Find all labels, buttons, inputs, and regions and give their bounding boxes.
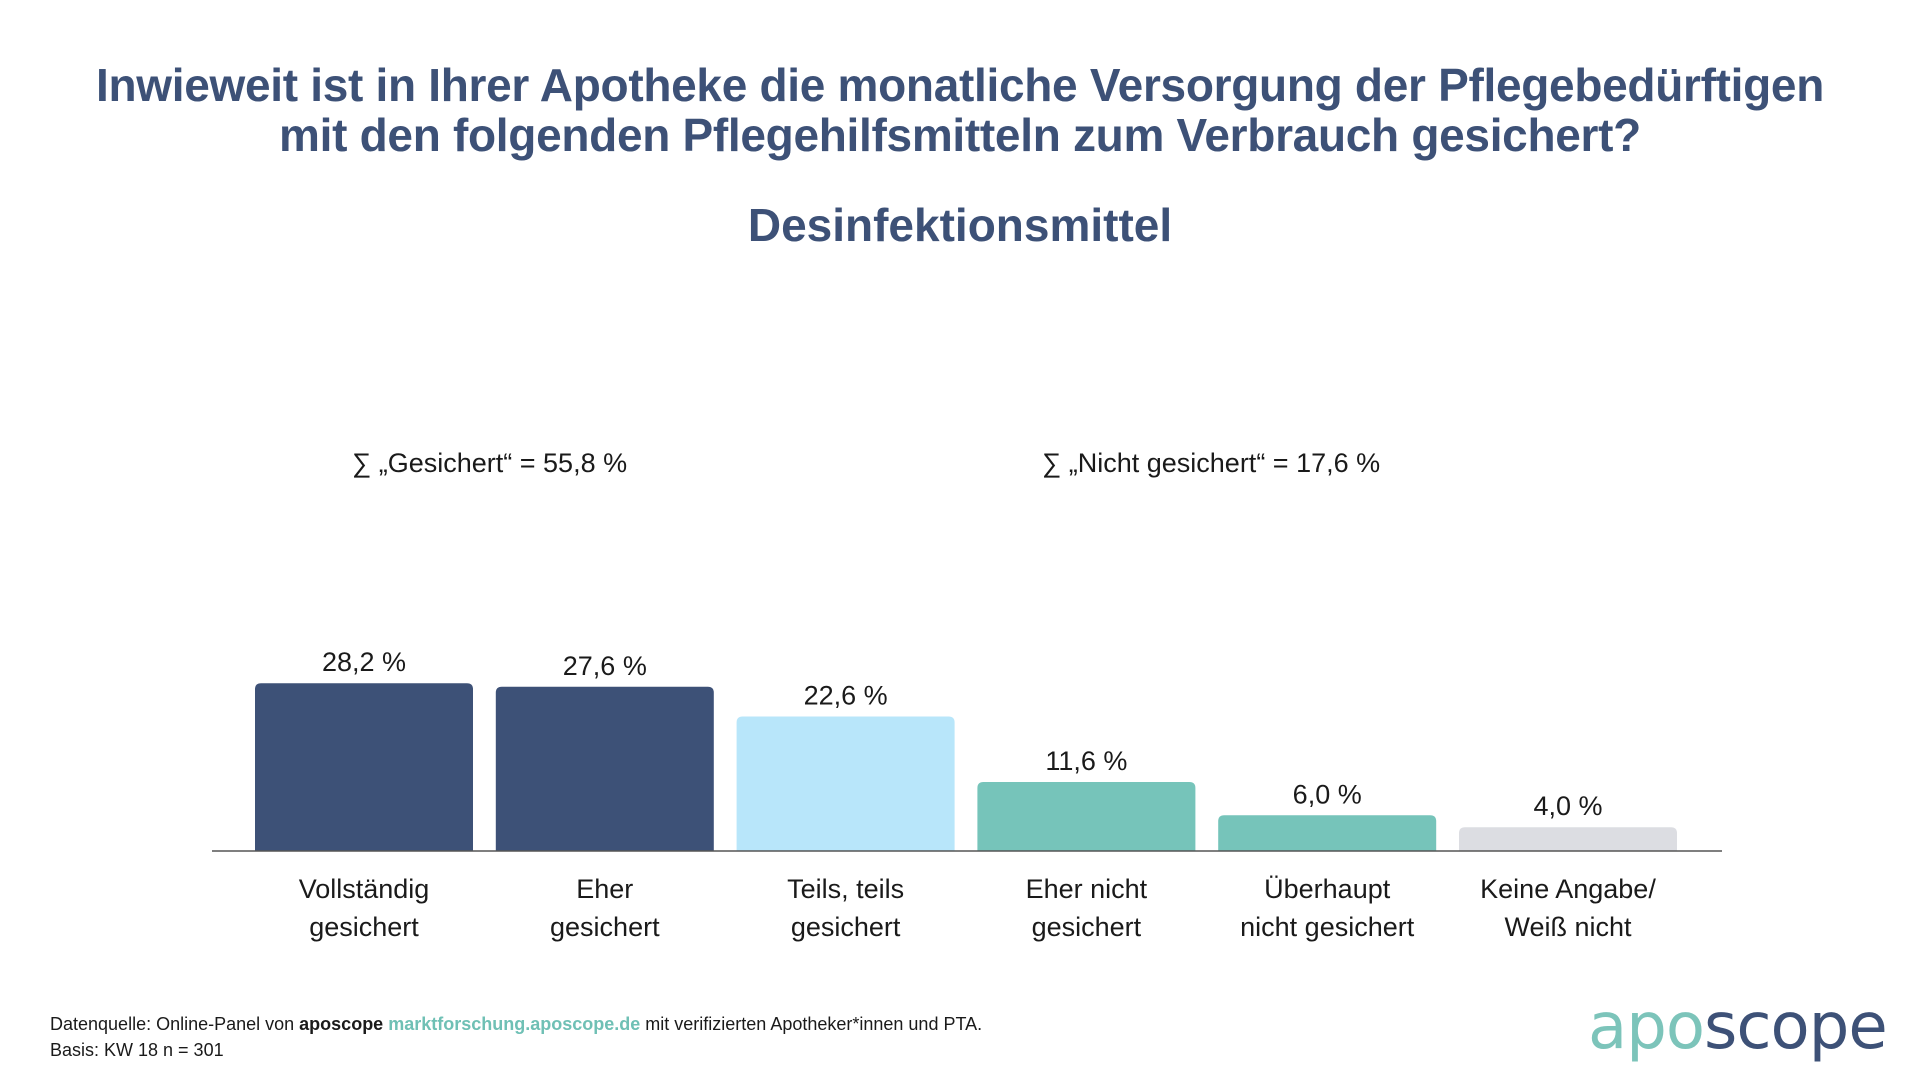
category-label-1-line-1: Vollständig bbox=[299, 874, 430, 904]
category-label-2-line-2: gesichert bbox=[550, 912, 660, 942]
category-label-6-line-2: Weiß nicht bbox=[1504, 912, 1632, 942]
bar-5 bbox=[1218, 815, 1437, 851]
sample-basis: Basis: KW 18 n = 301 bbox=[50, 1040, 224, 1060]
bar-4 bbox=[977, 781, 1196, 851]
data-source-prefix: Datenquelle: Online-Panel von bbox=[50, 1014, 300, 1034]
bar-value-label-2: 27,6 % bbox=[563, 651, 647, 681]
data-source: Datenquelle: Online-Panel von aposcope m… bbox=[50, 1011, 982, 1037]
bar-3 bbox=[736, 716, 955, 851]
data-source-brand: aposcope bbox=[299, 1014, 384, 1034]
category-label-4-line-2: gesichert bbox=[1032, 912, 1142, 942]
aposcope-logo: aposcope bbox=[1588, 990, 1888, 1064]
category-label-3-line-1: Teils, teils bbox=[787, 874, 904, 904]
category-label-5-line-1: Überhaupt bbox=[1264, 874, 1391, 904]
bar-value-label-4: 11,6 % bbox=[1045, 746, 1127, 776]
category-label-4-line-1: Eher nicht bbox=[1026, 874, 1148, 904]
bar-1 bbox=[255, 683, 473, 851]
category-label-3-line-2: gesichert bbox=[791, 912, 901, 942]
category-label-2-line-1: Eher bbox=[576, 874, 633, 904]
chart-title: Inwieweit ist in Ihrer Apotheke die mona… bbox=[0, 60, 1920, 160]
summary-secured: ∑ „Gesichert“ = 55,8 % bbox=[352, 448, 628, 478]
category-label-1-line-2: gesichert bbox=[309, 912, 419, 942]
logo-part-scope: scope bbox=[1704, 990, 1888, 1064]
chart-subtitle: Desinfektionsmittel bbox=[747, 199, 1173, 251]
chart-title-line-1: Inwieweit ist in Ihrer Apotheke die mona… bbox=[95, 59, 1824, 111]
logo-part-apo: apo bbox=[1588, 990, 1705, 1064]
data-source-suffix: mit verifizierten Apotheker*innen und PT… bbox=[640, 1014, 983, 1034]
data-source-link[interactable]: marktforschung.aposcope.de bbox=[388, 1014, 641, 1034]
category-label-5-line-2: nicht gesichert bbox=[1240, 912, 1415, 942]
bar-value-label-3: 22,6 % bbox=[804, 681, 888, 711]
bar-value-label-1: 28,2 % bbox=[322, 647, 406, 677]
category-label-6-line-1: Keine Angabe/ bbox=[1480, 874, 1656, 904]
footer: Datenquelle: Online-Panel von aposcope m… bbox=[50, 1011, 982, 1063]
bar-6 bbox=[1459, 827, 1677, 851]
summary-not-secured: ∑ „Nicht gesichert“ = 17,6 % bbox=[1042, 448, 1381, 478]
bar-2 bbox=[495, 686, 714, 851]
bar-value-label-6: 4,0 % bbox=[1533, 791, 1602, 821]
bar-value-label-5: 6,0 % bbox=[1293, 779, 1362, 809]
chart-title-line-2: mit den folgenden Pflegehilfsmitteln zum… bbox=[279, 109, 1641, 161]
